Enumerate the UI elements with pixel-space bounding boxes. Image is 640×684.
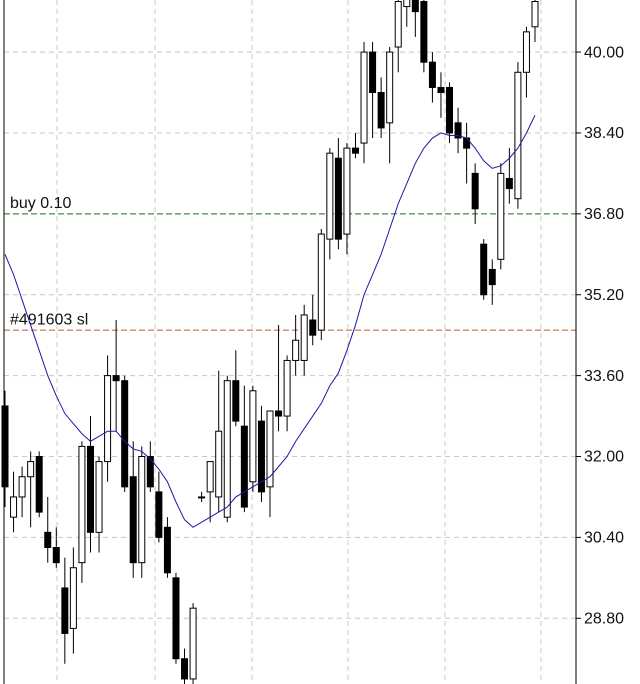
candle-body — [146, 456, 154, 488]
candle-body — [1, 405, 9, 488]
candle-body — [10, 496, 18, 518]
y-tick-label: 40.00 — [584, 44, 624, 61]
candle-body — [411, 0, 419, 13]
candle-body — [18, 476, 26, 498]
candle-body — [531, 1, 539, 28]
candle-body — [505, 177, 513, 190]
candle-body — [369, 51, 377, 94]
y-tick-label: 28.80 — [584, 610, 624, 627]
candle-body — [78, 445, 86, 564]
candle-body — [52, 547, 60, 564]
y-tick-label: 38.40 — [584, 125, 624, 142]
candle-body — [343, 147, 351, 235]
candle-body — [360, 51, 368, 144]
candle-body — [480, 243, 488, 296]
candle-body — [232, 380, 240, 422]
candle-body — [138, 456, 146, 564]
y-tick-label: 33.60 — [584, 368, 624, 385]
candle-body — [181, 658, 189, 680]
candle-body — [155, 491, 163, 538]
candle-body — [112, 375, 120, 382]
candle-body — [522, 31, 530, 73]
candle-body — [420, 1, 428, 63]
candle-body — [206, 461, 214, 493]
candle-body — [275, 410, 283, 417]
candle-body — [471, 172, 479, 210]
candle-body — [326, 152, 334, 240]
candle-body — [240, 425, 248, 508]
candle-body — [437, 86, 445, 94]
candle-body — [172, 577, 180, 660]
candle-body — [69, 567, 77, 629]
candle-body — [394, 1, 402, 48]
y-tick-label: 30.40 — [584, 530, 624, 547]
candle-body — [61, 587, 69, 634]
candle-body — [377, 92, 385, 129]
candle-body — [44, 531, 52, 549]
y-tick-label: 36.80 — [584, 206, 624, 223]
candle-body — [463, 137, 471, 149]
candle-body — [198, 496, 206, 499]
candle-body — [283, 359, 291, 417]
candle-body — [386, 51, 394, 124]
candle-body — [446, 86, 454, 134]
candle-body — [95, 461, 103, 533]
candle-body — [129, 476, 137, 564]
candle-body — [104, 375, 112, 463]
candle-body — [266, 410, 274, 488]
moving-average — [4, 115, 536, 528]
candle-body — [317, 233, 325, 331]
level-label: #491603 sl — [10, 311, 88, 328]
candle-body — [497, 172, 505, 260]
y-tick-label: 32.00 — [584, 449, 624, 466]
candle-body — [514, 71, 522, 200]
candle-body — [300, 314, 308, 361]
candle-body — [488, 268, 496, 286]
candle-body — [189, 607, 197, 680]
candle-body — [249, 390, 257, 483]
candle-body — [27, 461, 35, 478]
candle-body — [257, 420, 265, 493]
candle-body — [309, 319, 317, 336]
y-tick-label: 35.20 — [584, 287, 624, 304]
candle-body — [428, 61, 436, 88]
candle-body — [334, 157, 342, 240]
candle-body — [223, 380, 231, 518]
candle-body — [292, 339, 300, 361]
candle-body — [121, 380, 129, 488]
candle-body — [163, 526, 171, 574]
candle-body — [86, 445, 94, 533]
candle-body — [351, 147, 359, 154]
candle-body — [403, 0, 411, 8]
level-label: buy 0.10 — [10, 195, 71, 212]
candle-body — [215, 430, 223, 498]
candle-body — [35, 456, 43, 513]
candle-body — [454, 122, 462, 139]
